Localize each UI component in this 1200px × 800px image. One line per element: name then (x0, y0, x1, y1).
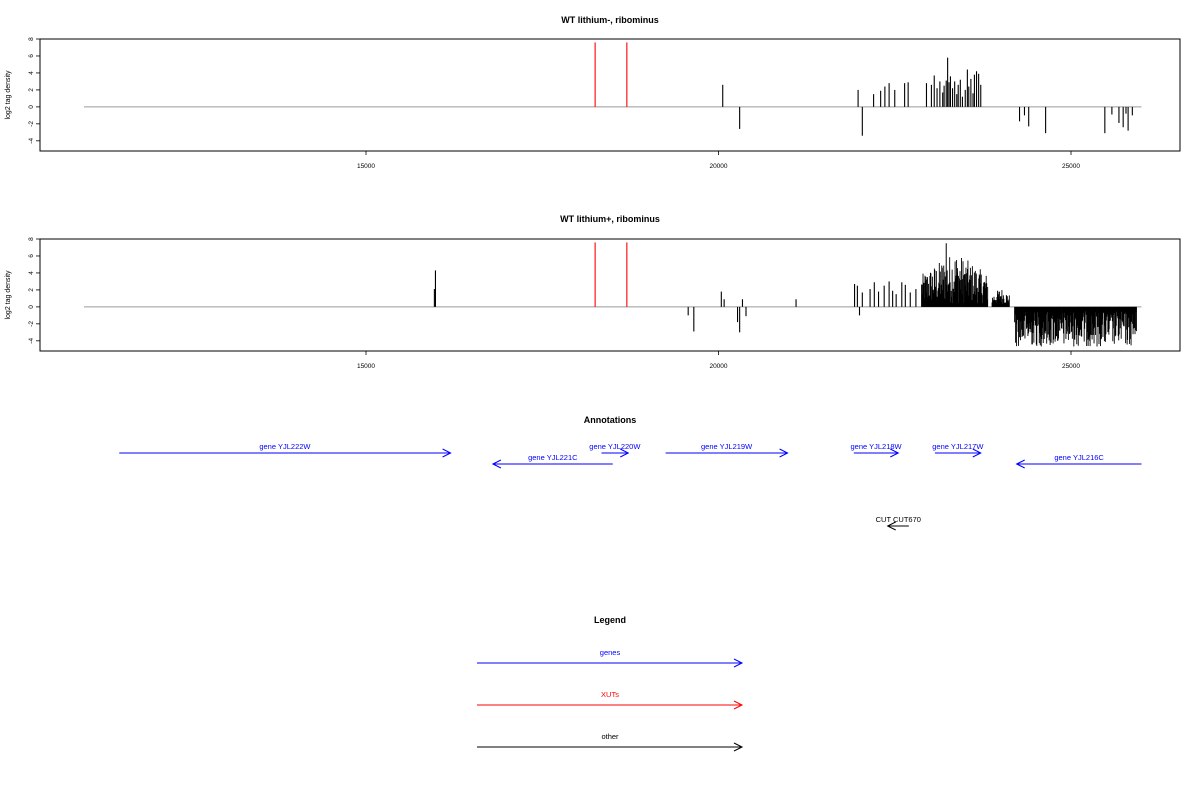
feature-label: gene YJL216C (1054, 453, 1104, 462)
legend-item: XUTs (477, 690, 744, 710)
arrow-head (620, 448, 630, 458)
y-axis: -4 -2 0 2 4 6 8 (28, 237, 40, 344)
arrow-head (886, 521, 896, 531)
legend-item: other (477, 732, 744, 752)
legend-title: Legend (594, 615, 626, 625)
x-tick-label: 15000 (357, 163, 375, 170)
y-tick-label: 6 (28, 254, 35, 258)
feature-arrow: CUT CUT670 (876, 515, 921, 531)
feature-label: gene YJL222W (259, 442, 311, 451)
legend-label: genes (600, 648, 621, 657)
y-tick-label: -2 (28, 321, 35, 327)
feature-arrow: gene YJL216C (1015, 453, 1142, 469)
y-tick-label: 4 (28, 71, 35, 75)
legend: Legend genes XUTs other (477, 615, 744, 752)
arrow-head (491, 459, 502, 469)
plot-area (84, 42, 1142, 136)
feature-label: gene YJL218W (850, 442, 902, 451)
feature-label: gene YJL220W (589, 442, 641, 451)
arrow-head (733, 658, 744, 668)
arrow-head (779, 448, 789, 458)
arrow-head (442, 448, 452, 458)
arrow-head (733, 700, 744, 710)
y-tick-label: 0 (28, 305, 35, 309)
legend-label: other (601, 732, 619, 741)
y-tick-label: -4 (28, 338, 35, 344)
arrow-head (972, 448, 982, 458)
x-tick-label: 15000 (357, 363, 375, 370)
feature-arrow: gene YJL219W (665, 442, 789, 458)
annotation-features: gene YJL222W gene YJL221C gene YJL220W gene… (119, 442, 1142, 531)
legend-label: XUTs (601, 690, 619, 699)
arrow-head (733, 742, 744, 752)
y-tick-label: 8 (28, 37, 35, 41)
legend-item: genes (477, 648, 744, 668)
arrow-head (1015, 459, 1025, 469)
feature-label: gene YJL221C (528, 453, 578, 462)
x-tick-label: 20000 (709, 363, 727, 370)
x-tick-label: 25000 (1062, 363, 1080, 370)
feature-arrow: gene YJL217W (932, 442, 984, 458)
feature-arrow: gene YJL218W (850, 442, 903, 458)
y-tick-label: -4 (28, 138, 35, 144)
feature-arrow: gene YJL222W (119, 442, 452, 458)
feature-arrow: gene YJL221C (491, 453, 613, 469)
y-axis-label: log2 tag density (5, 270, 12, 320)
feature-label: CUT CUT670 (876, 515, 921, 524)
x-tick-label: 20000 (709, 163, 727, 170)
x-axis: 15000 20000 25000 (357, 351, 1080, 370)
y-tick-label: 2 (28, 88, 35, 92)
feature-label: gene YJL219W (701, 442, 753, 451)
plot-area (84, 242, 1142, 347)
panel-title: WT lithium+, ribominus (560, 214, 660, 224)
y-axis-label: log2 tag density (5, 70, 12, 120)
legend-items: genes XUTs other (477, 648, 744, 752)
y-axis: -4 -2 0 2 4 6 8 (28, 37, 40, 144)
y-tick-label: 2 (28, 288, 35, 292)
panel-title: WT lithium-, ribominus (561, 15, 659, 25)
y-tick-label: 8 (28, 237, 35, 241)
density-panel-lithium-plus: WT lithium+, ribominus log2 tag density … (5, 214, 1181, 370)
density-panel-lithium-minus: WT lithium-, ribominus log2 tag density … (5, 15, 1181, 170)
y-tick-label: 6 (28, 54, 35, 58)
feature-label: gene YJL217W (932, 442, 984, 451)
annotations-title: Annotations (584, 415, 637, 425)
y-tick-label: -2 (28, 121, 35, 127)
y-tick-label: 4 (28, 271, 35, 275)
arrow-head (890, 448, 900, 458)
y-tick-label: 0 (28, 105, 35, 109)
plot-frame (39, 38, 1181, 152)
x-axis: 15000 20000 25000 (357, 151, 1080, 170)
x-tick-label: 25000 (1062, 163, 1080, 170)
feature-arrow: gene YJL220W (589, 442, 641, 458)
plot-frame (39, 238, 1181, 352)
